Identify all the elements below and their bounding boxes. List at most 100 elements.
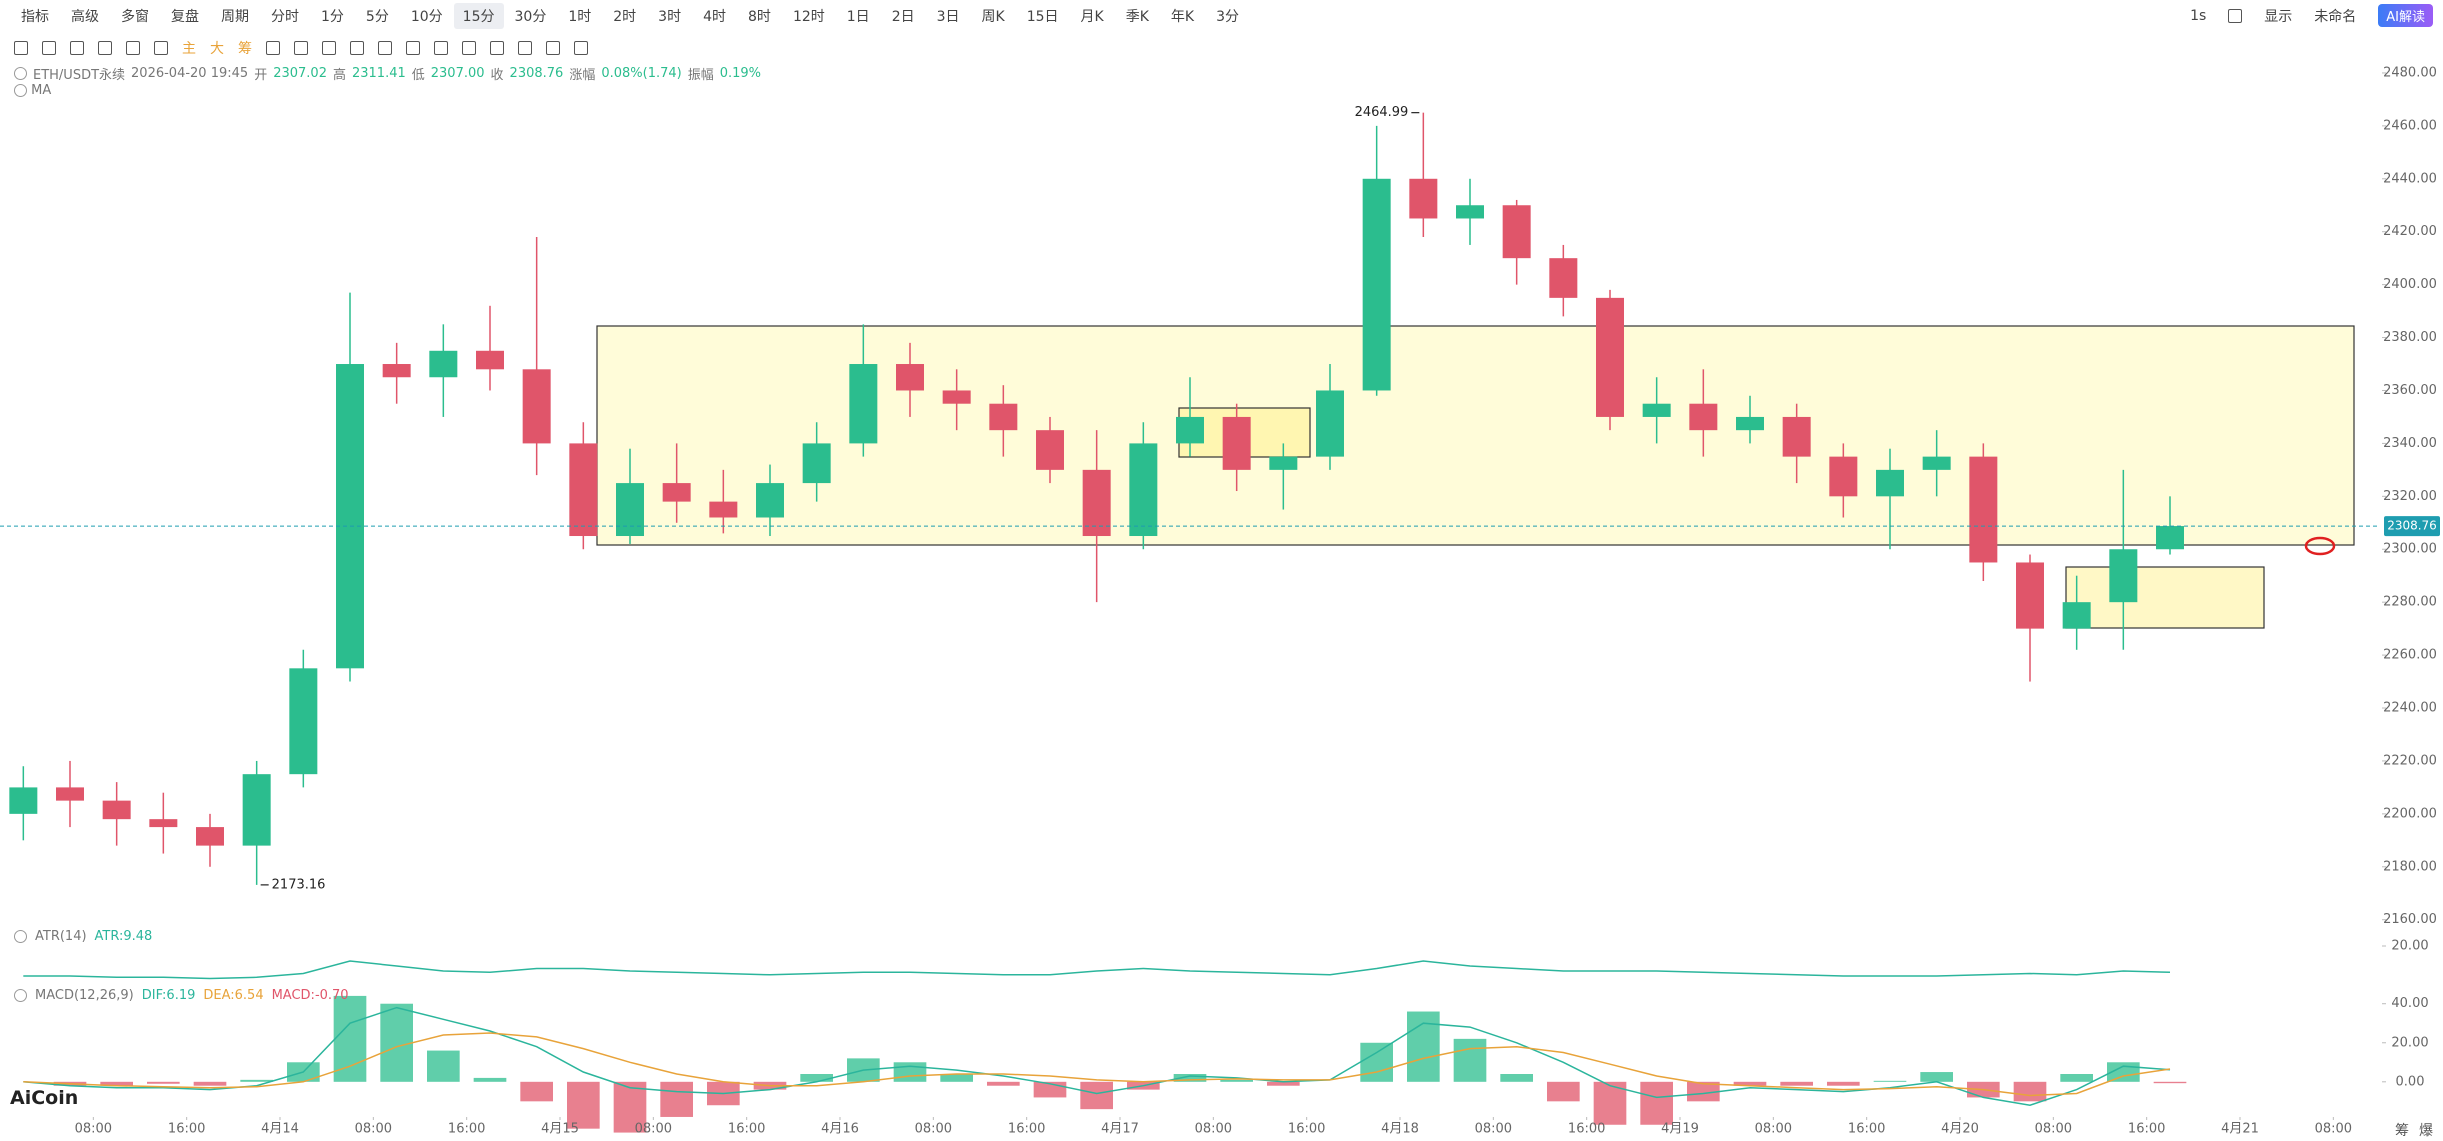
macd-histogram-bar — [333, 995, 367, 1082]
draw-tool-icon[interactable] — [350, 41, 364, 55]
period-button[interactable]: 5分 — [365, 8, 389, 25]
tab[interactable]: 筹 — [2395, 1123, 2409, 1139]
period-button[interactable]: 周K — [981, 8, 1005, 25]
x-tick-label: 4月18 — [1381, 1122, 1419, 1137]
x-tick-label: 4月17 — [1101, 1122, 1139, 1137]
x-tick-label: 16:00 — [168, 1122, 205, 1137]
period-button[interactable]: 3日 — [936, 8, 960, 25]
candle-body — [1782, 416, 1811, 457]
macd-histogram-bar — [380, 1003, 413, 1082]
candle-body — [1456, 205, 1484, 219]
period-button[interactable]: 12时 — [792, 8, 825, 25]
macd-histogram-bar — [1687, 1081, 1720, 1102]
macd-histogram-bar — [2153, 1081, 2187, 1084]
macd-histogram-bar — [1360, 1042, 1393, 1082]
candle-body — [2062, 602, 2091, 629]
workspace[interactable]: 未命名 — [2314, 8, 2357, 25]
macd-histogram-bar — [1920, 1072, 1953, 1082]
draw-tool-icon[interactable] — [462, 41, 476, 55]
button[interactable]: 1s — [2190, 7, 2207, 24]
draw-tool-icon[interactable] — [574, 41, 588, 55]
period-button[interactable]: 季K — [1125, 8, 1149, 25]
field-value: 0.19% — [719, 65, 762, 81]
candle-body — [662, 483, 691, 502]
x-tick-label: 4月16 — [821, 1122, 859, 1137]
draw-tool-icon[interactable] — [378, 41, 392, 55]
camera-icon[interactable] — [2228, 8, 2243, 23]
collapse-icon[interactable] — [14, 84, 27, 97]
macd-histogram-bar — [1220, 1079, 1253, 1082]
macd-histogram-bar — [893, 1062, 927, 1082]
period-button[interactable]: 30分 — [514, 8, 547, 25]
candle-body — [569, 443, 598, 537]
menu-item[interactable]: 多窗 — [121, 8, 149, 25]
draw-tool-icon[interactable] — [154, 41, 168, 55]
period-button[interactable]: 月K — [1080, 8, 1104, 25]
y-tick-label: 2360.00 — [2383, 383, 2437, 398]
indicator-toggle[interactable]: 大 — [210, 41, 224, 57]
macd-histogram-bar — [147, 1081, 180, 1084]
macd-histogram-bar — [1780, 1081, 1813, 1086]
y-tick-label: 2220.00 — [2383, 753, 2437, 768]
collapse-icon[interactable] — [14, 66, 27, 80]
button[interactable]: 显示 — [2264, 8, 2293, 25]
period-button[interactable]: 3分 — [1216, 8, 1240, 25]
candle-body — [9, 787, 38, 814]
menu-item[interactable]: 高级 — [71, 8, 99, 25]
y-tick-label: 40.00 — [2391, 996, 2428, 1011]
period-button[interactable]: 2日 — [891, 8, 915, 25]
candle-body — [1082, 469, 1111, 537]
period-button[interactable]: 4时 — [703, 8, 727, 25]
draw-tool-icon[interactable] — [126, 41, 140, 55]
period-button[interactable]: 1时 — [568, 8, 592, 25]
collapse-icon[interactable] — [14, 930, 27, 943]
period-button[interactable]: 15日 — [1026, 8, 1059, 25]
period-button[interactable]: 15分 — [453, 2, 504, 29]
draw-tool-icon[interactable] — [14, 41, 28, 55]
indicator-toggle[interactable]: 筹 — [238, 41, 252, 57]
ai-button[interactable]: AI解读 — [2378, 4, 2433, 27]
draw-tool-icon[interactable] — [42, 41, 56, 55]
footer-tabs: 筹爆 — [2395, 1120, 2433, 1140]
indicator-toggle[interactable]: 主 — [182, 41, 196, 57]
period-button[interactable]: 3时 — [658, 8, 682, 25]
draw-tool-icon[interactable] — [294, 41, 308, 55]
period-button[interactable]: 8时 — [748, 8, 771, 25]
period-button[interactable]: 10分 — [410, 8, 443, 25]
draw-tool-icon[interactable] — [518, 41, 532, 55]
tab[interactable]: 爆 — [2419, 1123, 2433, 1139]
period-button[interactable]: 分时 — [271, 8, 299, 25]
period-button[interactable]: 1日 — [846, 8, 870, 25]
draw-tool-icon[interactable] — [434, 41, 448, 55]
draw-tool-icon[interactable] — [322, 41, 336, 55]
macd-histogram-bar — [1873, 1080, 1907, 1082]
collapse-icon[interactable] — [14, 989, 27, 1002]
y-tick-label: 2240.00 — [2383, 701, 2437, 716]
last-price-label: 2308.76 — [2387, 519, 2437, 533]
candle-body — [1129, 443, 1158, 537]
field-value: 0.08%(1.74) — [601, 65, 682, 81]
x-tick-label: 16:00 — [1848, 1122, 1885, 1137]
draw-tool-icon[interactable] — [70, 41, 84, 55]
draw-tool-icon[interactable] — [546, 41, 560, 55]
period-button[interactable]: 2时 — [613, 8, 637, 25]
draw-tool-icon[interactable] — [490, 41, 504, 55]
y-tick-label: 2380.00 — [2383, 330, 2437, 345]
menu-item[interactable]: 周期 — [221, 8, 249, 25]
candle-body — [522, 369, 551, 444]
macd-header: MACD(12,26,9) DIF:6.19 DEA:6.54 MACD:-0.70 — [14, 988, 349, 1003]
x-tick-label: 08:00 — [1475, 1122, 1512, 1137]
candle-body — [1269, 456, 1298, 470]
draw-tool-icon[interactable] — [266, 41, 280, 55]
atr-line — [23, 960, 2171, 980]
candle-body — [1409, 178, 1438, 219]
period-button[interactable]: 1分 — [321, 8, 344, 25]
x-tick-label: 08:00 — [2315, 1122, 2352, 1137]
y-tick-label: 2200.00 — [2383, 806, 2437, 821]
menu-item[interactable]: 复盘 — [171, 8, 199, 25]
x-tick-label: 08:00 — [915, 1122, 952, 1137]
period-button[interactable]: 年K — [1170, 8, 1195, 25]
draw-tool-icon[interactable] — [406, 41, 420, 55]
draw-tool-icon[interactable] — [98, 41, 112, 55]
menu-item[interactable]: 指标 — [21, 8, 49, 25]
